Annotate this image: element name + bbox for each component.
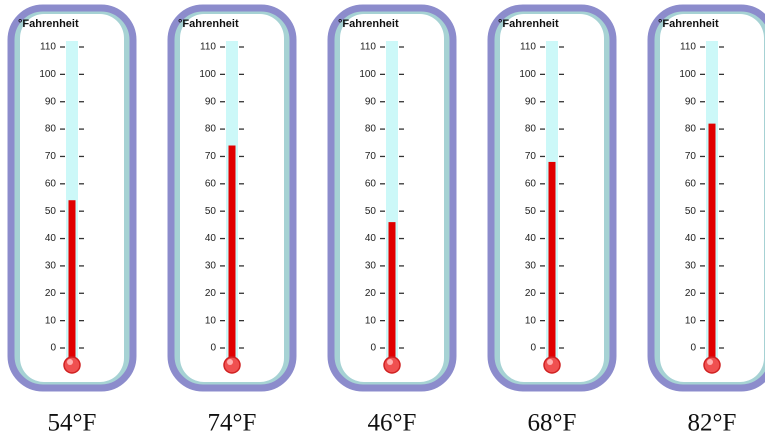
- y-tick-label: 10: [685, 315, 697, 326]
- axis-title: °Fahrenheit: [178, 18, 239, 30]
- bulb-shine: [387, 359, 393, 365]
- thermometer: °Fahrenheit 0 10 20 30 40 50 60 70 80 90 100 110: [327, 4, 457, 392]
- y-tick-label: 80: [525, 124, 537, 135]
- y-tick-label: 60: [525, 178, 537, 189]
- y-tick-label: 80: [365, 124, 377, 135]
- y-tick-label: 90: [685, 96, 697, 107]
- y-tick-label: 100: [359, 69, 376, 80]
- y-tick-label: 0: [530, 343, 536, 354]
- y-tick-label: 90: [45, 96, 57, 107]
- y-tick-label: 50: [525, 206, 537, 217]
- bulb: [63, 356, 81, 374]
- y-tick-label: 50: [685, 206, 697, 217]
- mercury-column: [228, 145, 236, 360]
- y-tick-label: 20: [45, 288, 57, 299]
- y-tick-label: 50: [365, 206, 377, 217]
- y-tick-label: 40: [205, 233, 217, 244]
- mercury-column: [68, 200, 76, 360]
- y-tick-label: 40: [685, 233, 697, 244]
- y-tick-label: 60: [365, 178, 377, 189]
- y-tick-label: 30: [205, 261, 217, 272]
- axis-title: °Fahrenheit: [498, 18, 559, 30]
- y-tick-label: 40: [525, 233, 537, 244]
- y-tick-label: 60: [205, 178, 217, 189]
- thermometer: °Fahrenheit 0 10 20 30 40 50 60 70 80 90 100 110: [7, 4, 137, 392]
- y-tick-label: 40: [365, 233, 377, 244]
- y-tick-label: 100: [39, 69, 56, 80]
- y-tick-label: 20: [685, 288, 697, 299]
- y-tick-label: 20: [365, 288, 377, 299]
- y-tick-label: 80: [45, 124, 57, 135]
- y-tick-label: 80: [205, 124, 217, 135]
- y-tick-label: 30: [525, 261, 537, 272]
- thermometer: °Fahrenheit 0 10 20 30 40 50 60 70 80 90 100 110: [487, 4, 617, 392]
- y-tick-label: 70: [45, 151, 57, 162]
- y-tick-label: 50: [45, 206, 57, 217]
- y-tick-label: 70: [525, 151, 537, 162]
- y-tick-label: 70: [205, 151, 217, 162]
- y-tick-label: 50: [205, 206, 217, 217]
- axis-title: °Fahrenheit: [658, 18, 719, 30]
- bulb-shine: [707, 359, 713, 365]
- y-tick-label: 20: [205, 288, 217, 299]
- y-tick-label: 10: [45, 315, 57, 326]
- y-tick-label: 0: [370, 343, 376, 354]
- y-tick-label: 100: [679, 69, 696, 80]
- axis-title: °Fahrenheit: [338, 18, 399, 30]
- bulb-shine: [547, 359, 553, 365]
- y-tick-label: 0: [210, 343, 216, 354]
- y-tick-label: 110: [360, 42, 376, 53]
- y-tick-label: 90: [525, 96, 537, 107]
- y-tick-label: 10: [365, 315, 377, 326]
- mercury-column: [388, 222, 396, 360]
- bulb: [383, 356, 401, 374]
- thermometer: °Fahrenheit 0 10 20 30 40 50 60 70 80 90 100 110: [647, 4, 765, 392]
- y-tick-label: 110: [40, 42, 56, 53]
- y-tick-label: 10: [205, 315, 217, 326]
- y-tick-label: 110: [520, 42, 536, 53]
- y-tick-label: 80: [685, 124, 697, 135]
- y-tick-label: 100: [519, 69, 536, 80]
- y-tick-label: 110: [680, 42, 696, 53]
- y-tick-label: 40: [45, 233, 57, 244]
- y-tick-label: 0: [50, 343, 56, 354]
- axis-title: °Fahrenheit: [18, 18, 79, 30]
- value-label: 82°F: [688, 410, 737, 437]
- y-tick-label: 30: [685, 261, 697, 272]
- y-tick-label: 20: [525, 288, 537, 299]
- y-tick-label: 90: [205, 96, 217, 107]
- bulb-shine: [67, 359, 73, 365]
- value-label: 68°F: [528, 410, 577, 437]
- value-label: 54°F: [48, 410, 97, 437]
- y-tick-label: 90: [365, 96, 377, 107]
- bulb: [223, 356, 241, 374]
- y-tick-label: 70: [685, 151, 697, 162]
- mercury-column: [708, 123, 716, 360]
- y-tick-label: 30: [45, 261, 57, 272]
- bulb: [703, 356, 721, 374]
- y-tick-label: 30: [365, 261, 377, 272]
- bulb-shine: [227, 359, 233, 365]
- value-label: 74°F: [208, 410, 257, 437]
- value-label: 46°F: [368, 410, 417, 437]
- y-tick-label: 60: [45, 178, 57, 189]
- y-tick-label: 0: [690, 343, 696, 354]
- y-tick-label: 70: [365, 151, 377, 162]
- mercury-column: [548, 161, 556, 360]
- y-tick-label: 60: [685, 178, 697, 189]
- bulb: [543, 356, 561, 374]
- y-tick-label: 110: [200, 42, 216, 53]
- thermometer: °Fahrenheit 0 10 20 30 40 50 60 70 80 90 100 110: [167, 4, 297, 392]
- y-tick-label: 10: [525, 315, 537, 326]
- y-tick-label: 100: [199, 69, 216, 80]
